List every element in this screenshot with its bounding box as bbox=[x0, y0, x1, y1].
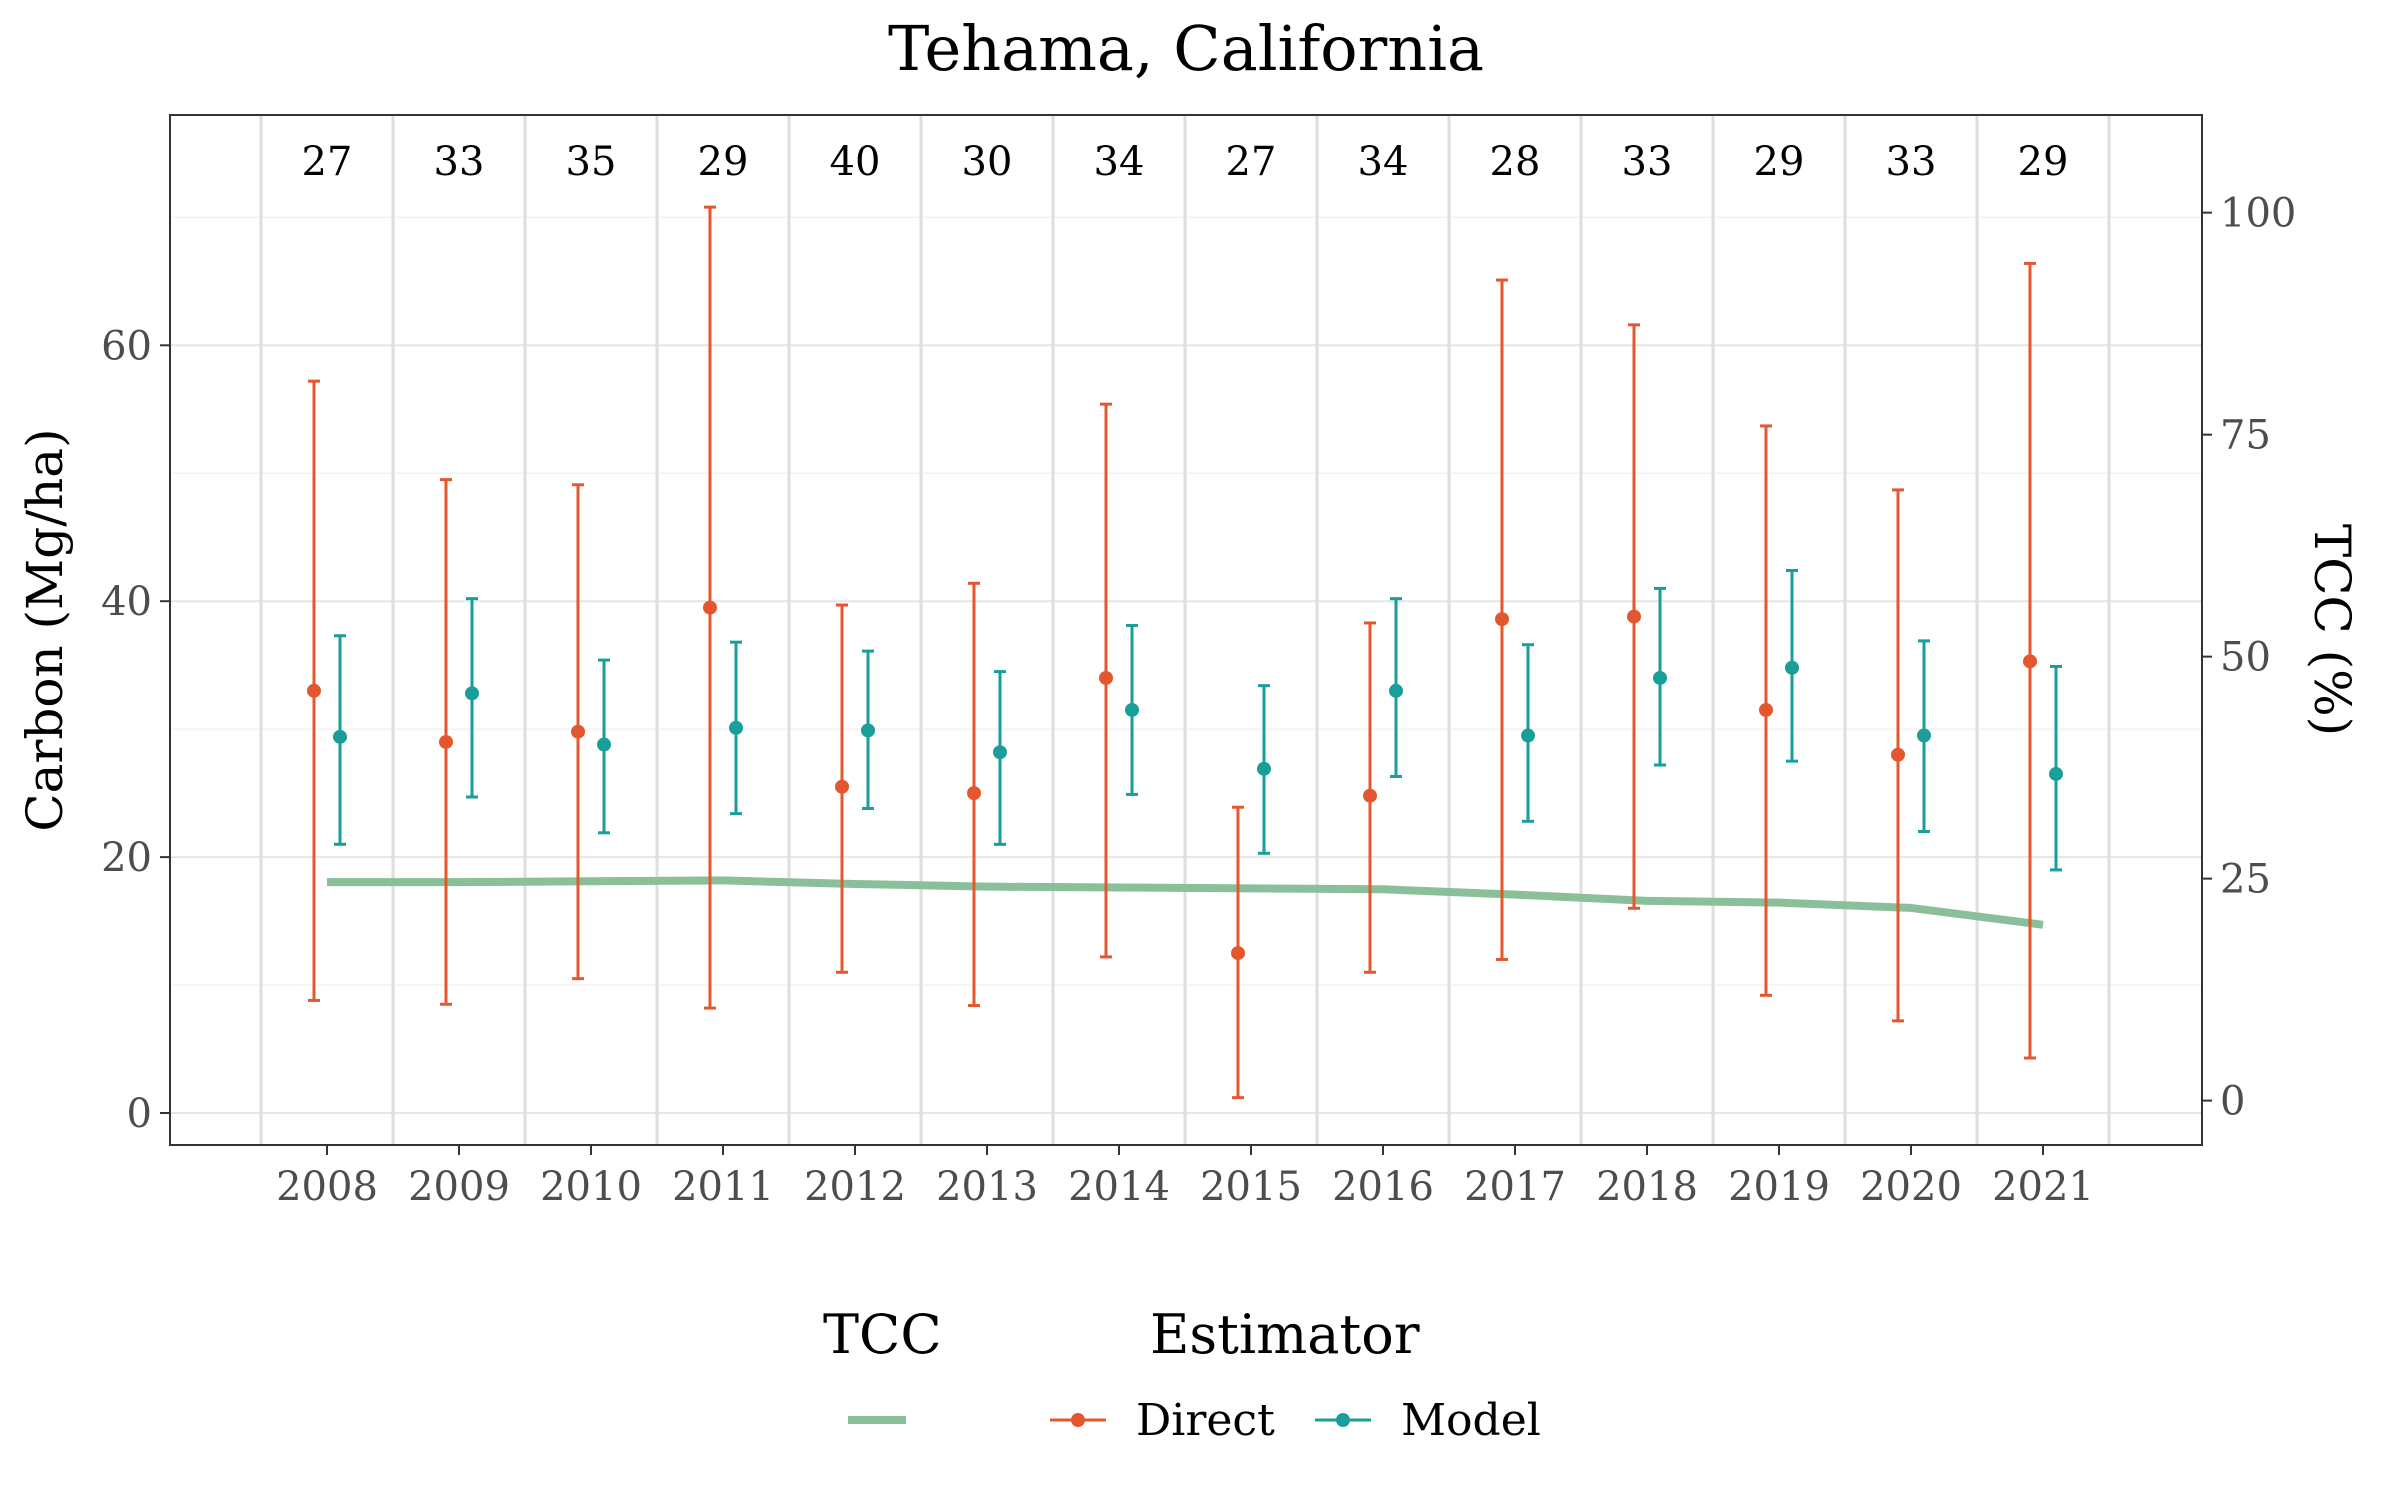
right-axis: 0 25 50 75 100 bbox=[2202, 191, 2296, 1125]
sample-count-label: 29 bbox=[2018, 139, 2069, 185]
model-point bbox=[333, 729, 347, 744]
x-tick-label: 2015 bbox=[1200, 1164, 1302, 1210]
sample-count-label: 33 bbox=[1886, 139, 1937, 185]
x-tick-label: 2011 bbox=[672, 1164, 774, 1210]
sample-count-label: 33 bbox=[1622, 139, 1673, 185]
sample-count-label: 27 bbox=[302, 139, 353, 185]
y2-tick-label: 100 bbox=[2220, 191, 2296, 237]
left-axis: 0 20 40 60 bbox=[101, 323, 170, 1137]
y2-tick-label: 0 bbox=[2220, 1079, 2245, 1125]
y2-tick-label: 25 bbox=[2220, 857, 2271, 903]
legend-direct-label: Direct bbox=[1136, 1395, 1275, 1446]
x-tick-label: 2020 bbox=[1860, 1164, 1962, 1210]
sample-count-label: 33 bbox=[434, 139, 485, 185]
direct-point bbox=[307, 683, 321, 698]
direct-point bbox=[1231, 946, 1245, 961]
x-axis: 2008 2009 2010 2011 2012 2013 2014 2015 2016 2017… bbox=[276, 1145, 2094, 1210]
sample-count-label: 29 bbox=[1754, 139, 1805, 185]
x-tick-label: 2009 bbox=[408, 1164, 510, 1210]
y2-tick-label: 75 bbox=[2220, 413, 2271, 459]
x-tick-label: 2013 bbox=[936, 1164, 1038, 1210]
y2-axis-title: TCC (%) bbox=[2303, 524, 2361, 736]
model-point bbox=[1785, 660, 1799, 675]
legend-model-marker bbox=[1336, 1413, 1350, 1427]
x-tick-label: 2016 bbox=[1332, 1164, 1434, 1210]
direct-point bbox=[1495, 612, 1509, 627]
sample-count-label: 35 bbox=[566, 139, 617, 185]
y-tick-label: 40 bbox=[101, 579, 152, 625]
legend-estimator-title: Estimator bbox=[1150, 1303, 1420, 1366]
tcc-layer bbox=[327, 876, 2044, 929]
model-point bbox=[1521, 728, 1535, 743]
y-tick-label: 60 bbox=[101, 323, 152, 369]
estimate-points bbox=[307, 600, 2063, 961]
x-tick-label: 2019 bbox=[1728, 1164, 1830, 1210]
x-tick-label: 2008 bbox=[276, 1164, 378, 1210]
y2-tick-label: 50 bbox=[2220, 635, 2271, 681]
x-tick-label: 2018 bbox=[1596, 1164, 1698, 1210]
sample-count-labels: 27 33 35 29 40 30 34 27 34 28 33 29 33 29 bbox=[302, 139, 2069, 185]
direct-point bbox=[1363, 788, 1377, 803]
sample-count-label: 30 bbox=[962, 139, 1013, 185]
y-tick-label: 0 bbox=[127, 1091, 152, 1137]
y-axis-title: Carbon (Mg/ha) bbox=[16, 428, 74, 831]
sample-count-label: 34 bbox=[1358, 139, 1409, 185]
plot-border bbox=[169, 114, 2203, 1146]
direct-point bbox=[835, 779, 849, 794]
model-point bbox=[729, 720, 743, 735]
direct-point bbox=[1891, 747, 1905, 762]
model-point bbox=[465, 686, 479, 701]
plot-panel: 27 33 35 29 40 30 34 27 34 28 33 29 33 29 bbox=[169, 114, 2203, 1146]
sample-count-label: 40 bbox=[830, 139, 881, 185]
direct-point bbox=[967, 786, 981, 801]
y-tick-label: 20 bbox=[101, 835, 152, 881]
model-point bbox=[1653, 670, 1667, 685]
direct-point bbox=[703, 600, 717, 615]
sample-count-label: 28 bbox=[1490, 139, 1541, 185]
x-tick-label: 2012 bbox=[804, 1164, 906, 1210]
direct-point bbox=[439, 734, 453, 749]
model-point bbox=[2049, 766, 2063, 781]
legend-tcc: TCC bbox=[823, 1303, 942, 1424]
x-tick-label: 2021 bbox=[1992, 1164, 2094, 1210]
x-tick-label: 2010 bbox=[540, 1164, 642, 1210]
direct-point bbox=[1099, 670, 1113, 685]
tcc-line bbox=[327, 876, 2044, 929]
legend-model-label: Model bbox=[1401, 1395, 1541, 1446]
legend-estimator: Estimator Direct Model bbox=[1050, 1303, 1541, 1446]
direct-point bbox=[1759, 702, 1773, 717]
model-point bbox=[1389, 683, 1403, 698]
chart-title: Tehama, California bbox=[888, 12, 1484, 85]
direct-point bbox=[2023, 654, 2037, 669]
direct-point bbox=[1627, 609, 1641, 624]
model-point bbox=[1257, 761, 1271, 776]
model-point bbox=[993, 745, 1007, 760]
direct-point bbox=[571, 724, 585, 739]
model-point bbox=[597, 737, 611, 752]
gridlines bbox=[170, 115, 2202, 1145]
model-point bbox=[1125, 702, 1139, 717]
legend: TCC Estimator Direct Model bbox=[823, 1303, 1541, 1446]
legend-direct-marker bbox=[1071, 1413, 1085, 1427]
x-tick-label: 2014 bbox=[1068, 1164, 1170, 1210]
sample-count-label: 29 bbox=[698, 139, 749, 185]
sample-count-label: 27 bbox=[1226, 139, 1277, 185]
legend-tcc-title: TCC bbox=[823, 1303, 942, 1366]
model-point bbox=[1917, 728, 1931, 743]
x-tick-label: 2017 bbox=[1464, 1164, 1566, 1210]
model-point bbox=[861, 723, 875, 738]
sample-count-label: 34 bbox=[1094, 139, 1145, 185]
